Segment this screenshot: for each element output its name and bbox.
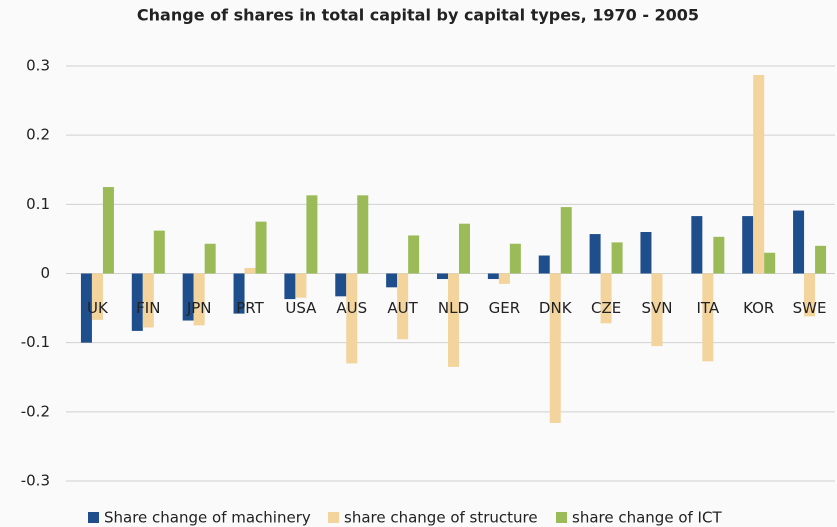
bar [357, 195, 369, 274]
bar [182, 273, 194, 321]
x-tick-label: GER [489, 299, 521, 317]
x-tick-label: SWE [793, 299, 827, 317]
x-tick-label: AUT [387, 299, 418, 317]
bar [448, 273, 459, 367]
bar [509, 243, 521, 274]
bar [255, 221, 267, 274]
y-tick-label: -0.2 [21, 402, 50, 420]
bar [793, 210, 805, 274]
bar [153, 230, 165, 274]
bar [102, 187, 114, 274]
legend-marker [556, 512, 567, 523]
x-tick-label: SVN [641, 299, 672, 317]
bar [233, 273, 245, 314]
legend-marker [328, 512, 339, 523]
x-tick-label: ITA [696, 299, 719, 317]
y-tick-label: -0.3 [21, 472, 50, 490]
bar [91, 273, 103, 320]
bar [459, 223, 470, 274]
x-tick-label: USA [285, 299, 317, 317]
bar [815, 245, 827, 274]
bar [397, 273, 409, 340]
y-tick-label: 0 [40, 264, 50, 282]
bar [600, 273, 612, 324]
bar [753, 74, 765, 274]
bar [742, 216, 754, 274]
y-tick-label: 0.2 [26, 126, 50, 144]
bar [204, 243, 216, 274]
bar [437, 273, 448, 280]
chart-title: Change of shares in total capital by cap… [137, 6, 699, 25]
bar [651, 273, 663, 347]
x-tick-label: PRT [236, 299, 264, 317]
bar [386, 273, 398, 288]
x-tick-label: FIN [136, 299, 160, 317]
legend-marker [88, 512, 99, 523]
bar [611, 242, 623, 274]
bar [306, 195, 318, 274]
bar [295, 273, 307, 298]
bar [193, 273, 205, 326]
bar [487, 273, 499, 280]
x-tick-label: UK [87, 299, 109, 317]
bar [702, 273, 714, 362]
x-tick-label: JPN [186, 299, 212, 317]
x-tick-label: NLD [438, 299, 469, 317]
bar [538, 255, 550, 274]
bar [589, 234, 601, 274]
bar [142, 273, 154, 328]
bar [131, 273, 143, 331]
bar [284, 273, 296, 300]
bar [498, 273, 510, 284]
bar [80, 273, 92, 343]
y-tick-label: -0.1 [21, 333, 50, 351]
x-tick-label: CZE [591, 299, 621, 317]
x-tick-label: AUS [336, 299, 367, 317]
legend-label: Share change of machinery [104, 509, 311, 527]
bar [549, 273, 561, 423]
bar [804, 273, 816, 317]
bar [346, 273, 358, 364]
legend-label: share change of ICT [572, 509, 722, 527]
bar [640, 232, 652, 274]
bar [408, 235, 420, 274]
x-tick-label: KOR [743, 299, 774, 317]
y-tick-label: 0.3 [26, 57, 50, 75]
bar [713, 236, 725, 274]
bar [244, 267, 256, 274]
bar [560, 207, 572, 274]
y-tick-label: 0.1 [26, 195, 50, 213]
x-tick-label: DNK [539, 299, 573, 317]
bar [764, 252, 776, 274]
bar [335, 273, 347, 297]
legend-label: share change of structure [344, 509, 538, 527]
bar [691, 216, 703, 274]
